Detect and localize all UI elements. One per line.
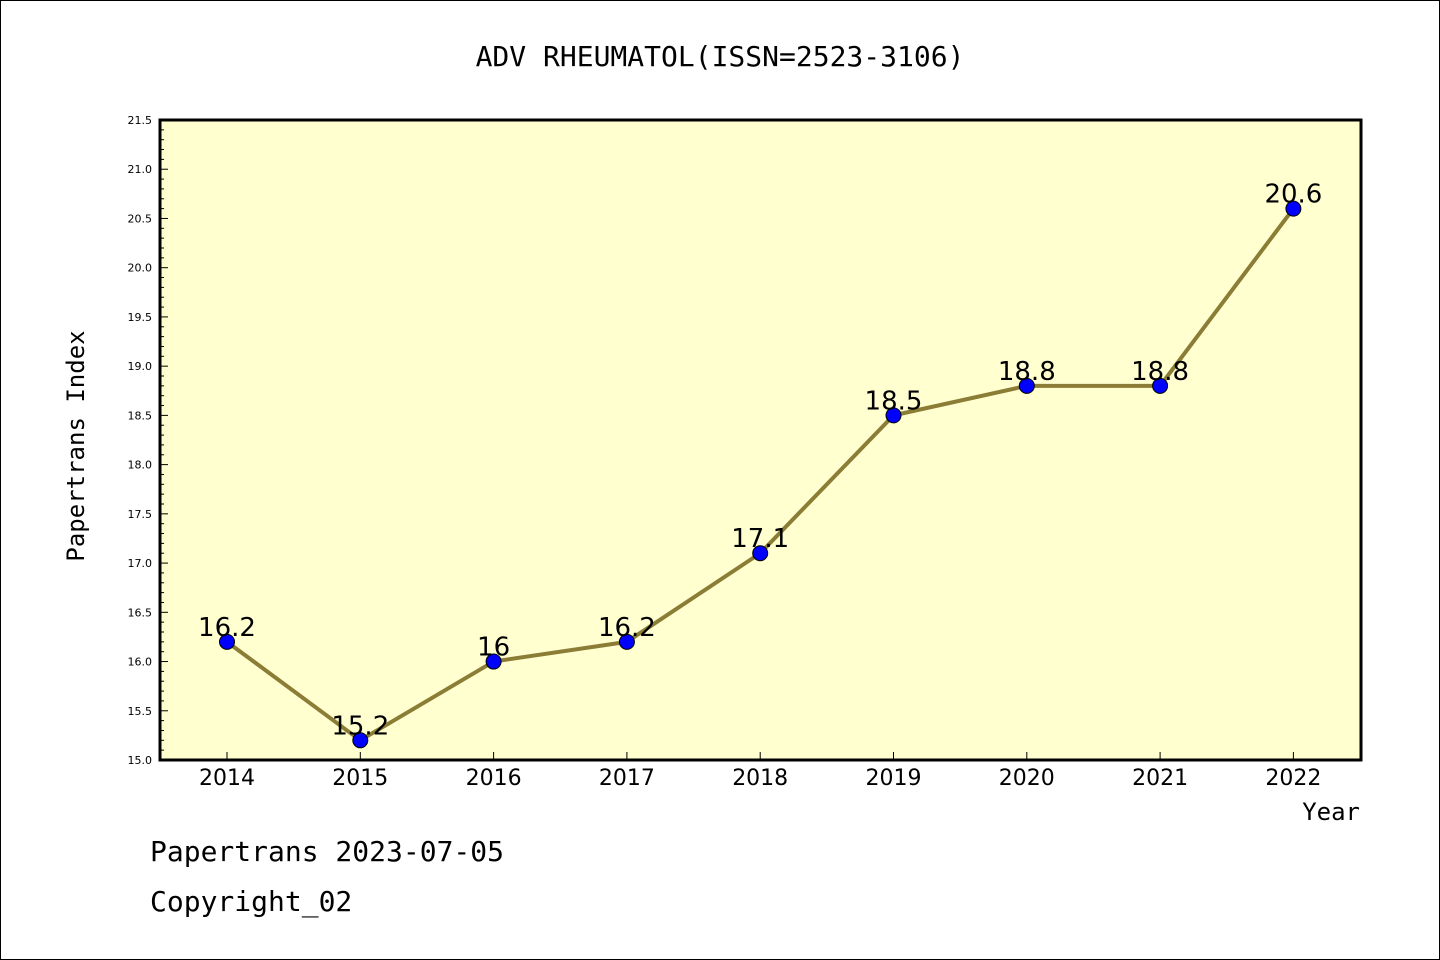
data-point: [485, 653, 502, 670]
data-point: [1018, 377, 1035, 394]
data-point: [219, 633, 235, 650]
x-tick-label: 2019: [866, 766, 922, 791]
data-point: [352, 732, 369, 749]
data-label: 18.5: [865, 386, 923, 416]
y-axis: 15.0 15.5 16.0 16.5 17.0 17.5 18.0 18.5 19.0 19.5…: [128, 114, 168, 767]
y-tick-label: 15.5: [128, 705, 153, 718]
x-tick-label: 2016: [466, 766, 522, 791]
y-tick-label: 20.5: [128, 212, 153, 225]
y-tick-label: 16.5: [128, 606, 153, 619]
x-tick-label: 2015: [332, 766, 388, 791]
y-tick-label: 18.0: [128, 459, 153, 472]
data-label: 16: [477, 633, 510, 663]
x-tick-label: 2017: [599, 766, 655, 791]
data-label: 18.8: [998, 357, 1056, 387]
plot-area: [158, 118, 1363, 762]
data-point: [885, 407, 902, 424]
y-tick-label: 18.5: [128, 409, 153, 422]
data-label: 15.2: [331, 711, 389, 741]
x-tick-label: 2014: [199, 766, 255, 791]
y-tick-label: 21.5: [128, 114, 153, 127]
data-point: [1285, 200, 1302, 217]
y-tick-label: 20.0: [128, 262, 153, 275]
x-tick-label: 2021: [1132, 766, 1188, 791]
y-tick-label: 19.5: [128, 311, 153, 324]
series-group: 16.2 15.2 16 16.2 17.1 18.5 18.8 18.8 20.6: [198, 180, 1322, 749]
y-tick-label: 16.0: [128, 656, 153, 669]
footer-copyright-text: Copyright_02: [150, 885, 353, 918]
chart-title: ADV RHEUMATOL(ISSN=2523-3106): [476, 40, 965, 73]
x-axis-label: Year: [1302, 798, 1360, 826]
x-tick-label: 2020: [999, 766, 1055, 791]
data-point: [752, 545, 769, 562]
y-tick-label: 17.5: [128, 508, 153, 521]
data-label: 17.1: [731, 524, 789, 554]
y-tick-label: 19.0: [128, 360, 153, 373]
x-tick-label: 2018: [732, 766, 788, 791]
x-tick-label: 2022: [1265, 766, 1321, 791]
data-label: 18.8: [1131, 357, 1189, 387]
data-point: [1152, 377, 1169, 394]
y-tick-label: 15.0: [128, 754, 153, 767]
y-axis-label: Papertrans Index: [62, 330, 90, 561]
y-tick-label: 21.0: [128, 163, 153, 176]
x-axis: 2014 2015 2016 2017 2018 2019 2020 2021 2022: [199, 752, 1321, 791]
y-tick-label: 17.0: [128, 557, 153, 570]
data-point: [618, 633, 635, 650]
footer-date-text: Papertrans 2023-07-05: [150, 835, 505, 868]
data-label: 16.2: [198, 613, 256, 643]
data-label: 20.6: [1264, 180, 1322, 210]
data-label: 16.2: [598, 613, 656, 643]
